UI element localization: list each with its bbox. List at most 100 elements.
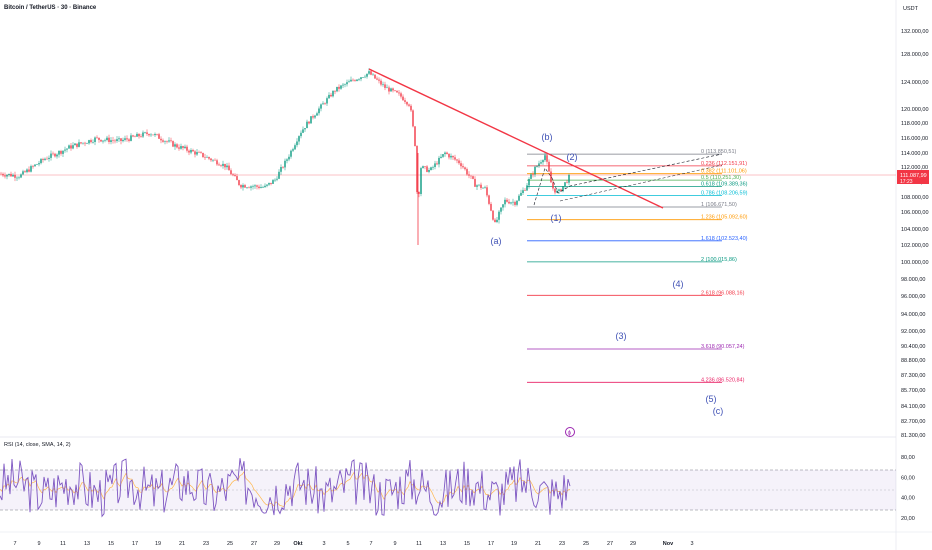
time-axis-label: 13 [84,541,90,547]
candle-body [278,172,279,179]
candle-body [238,180,239,185]
candle-body [32,166,33,167]
candle-body [454,157,455,159]
wave-label: (1) [551,213,562,223]
time-axis-label: 21 [535,541,541,547]
rsi-axis-label: 60,00 [901,475,915,481]
candle-body [290,151,291,157]
candle-body [170,140,171,141]
candle-body [532,174,533,175]
candle-body [366,74,367,77]
fib-level-label: 2 (100.015,86) [701,257,737,263]
time-axis-label: 3 [690,541,693,547]
candle-body [462,166,463,167]
candle-body [30,166,31,172]
candle-body [304,128,305,129]
chart-title: Bitcoin / TetherUS · 30 · Binance [4,5,97,11]
candle-body [142,133,143,137]
time-axis-label: 29 [274,541,280,547]
time-axis-label: 15 [108,541,114,547]
candle-body [242,185,243,187]
candle-body [312,116,313,117]
time-axis-label: 19 [155,541,161,547]
candle-body [202,153,203,157]
candle-body [150,135,151,136]
fib-level-label: 1.236 (105.092,60) [701,215,748,221]
candle-body [302,129,303,132]
candle-body [14,175,15,178]
candle-body [192,150,193,151]
candle-body [464,167,465,169]
candle-body [346,82,347,84]
time-axis-label: 19 [511,541,517,547]
rsi-axis-label: 40,00 [901,496,915,502]
candle-body [392,88,393,90]
candle-body [24,171,25,172]
candle-body [554,189,555,193]
candle-body [330,95,331,96]
candle-body [340,86,341,89]
time-axis-label: 25 [583,541,589,547]
candle-body [300,133,301,136]
candle-body [28,170,29,172]
candle-body [468,174,469,175]
candle-body [214,160,215,161]
candle-body [144,132,145,133]
candle-body [240,185,241,187]
price-axis-label: 118.000,00 [901,121,928,127]
candle-body [250,186,251,187]
candle-body [138,134,139,136]
candle-body [406,102,407,105]
candle-body [398,93,399,94]
candle-body [498,212,499,220]
candle-body [190,150,191,153]
candle-body [118,138,119,139]
candle-body [460,163,461,166]
candle-body [218,165,219,166]
candle-body [372,75,373,76]
candle-body [110,140,111,142]
candle-body [348,81,349,82]
candle-body [506,200,507,202]
candle-body [46,159,47,160]
candle-body [86,143,87,144]
fib-level-label: 0.236 (112.151,91) [701,161,747,167]
fib-level-label: 4.236 (86.520,84) [701,377,745,383]
candle-body [432,167,433,168]
candle-body [210,159,211,161]
candle-body [388,88,389,92]
candle-body [408,105,409,106]
time-axis-label: 27 [607,541,613,547]
candle-body [482,188,483,189]
candle-body [116,139,117,141]
candle-body [274,180,275,181]
candle-body [204,157,205,158]
price-axis-label: 108.000,00 [901,195,929,201]
candle-body [22,171,23,174]
candle-body [492,211,493,220]
candle-body [538,163,539,166]
time-axis-label: 27 [251,541,257,547]
candle-body [496,220,497,222]
candle-body [256,185,257,186]
candle-body [230,170,231,174]
candle-body [180,146,181,149]
candle-body [120,138,121,141]
price-axis-label: 92.000,00 [901,329,925,335]
time-axis-label: 11 [416,541,422,547]
candle-body [310,116,311,123]
wave-label: (b) [542,132,553,142]
candle-body [442,154,443,157]
price-axis-label: 90.400,00 [901,344,925,350]
candle-body [284,161,285,168]
price-axis-label: 128.000,00 [901,52,929,58]
candle-body [450,156,451,158]
candle-body [514,202,515,205]
price-axis-label: 84.100,00 [901,404,925,410]
candle-body [56,155,57,157]
price-axis-label: 85.700,00 [901,388,925,394]
fib-level-label: 2.618 (96.088,16) [701,290,745,296]
candle-body [486,187,487,195]
candle-body [324,103,325,104]
candle-body [438,158,439,164]
